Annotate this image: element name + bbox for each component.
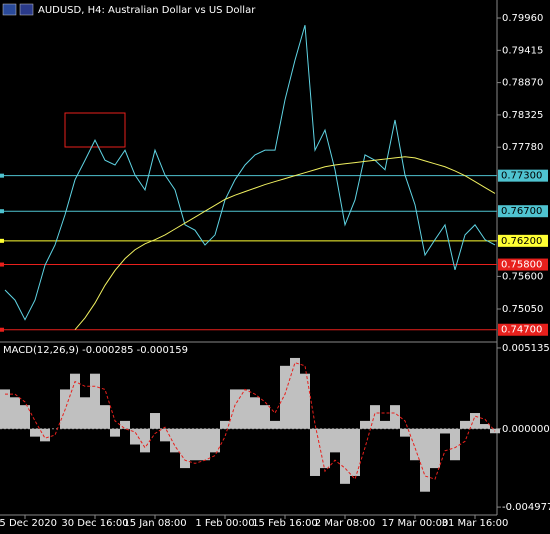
histogram-bar [190,428,200,461]
histogram-bar [420,428,430,492]
level-label: 0.76700 [501,206,542,217]
histogram-bar [250,397,260,429]
histogram-bar [410,428,420,461]
y-tick-label: 0.79960 [502,13,543,24]
histogram-bar [80,397,90,429]
histogram-bar [230,389,240,429]
histogram-bar [220,420,230,429]
histogram-bar [430,428,440,469]
histogram-bar [350,428,360,476]
level-label-box [498,323,548,336]
histogram-bar [270,420,280,429]
chart-title: AUDUSD, H4: Australian Dollar vs US Doll… [38,5,256,16]
histogram-bar [100,405,110,429]
level-marker [0,173,4,178]
histogram-bar [240,389,250,429]
histogram-bar [90,373,100,429]
indicator-title: MACD(12,26,9) -0.000285 -0.000159 [3,345,188,356]
signal-line [5,362,496,481]
y-tick-label: 0.79415 [502,45,543,56]
histogram-bar [290,357,300,429]
histogram-bar [310,428,320,476]
level-label: 0.74700 [501,325,542,336]
y-tick-label: 0.005135 [502,343,550,354]
histogram-bar [440,428,450,434]
x-tick-label: 15 Feb 16:00 [252,518,318,529]
histogram-bar [200,428,210,461]
level-label-box [498,169,548,182]
histogram-bar [30,428,40,437]
level-label: 0.76200 [501,236,542,247]
histogram-bar [330,428,340,453]
flag-icon [2,3,17,16]
y-tick-label: 0.77780 [502,142,543,153]
level-marker [0,238,4,243]
histogram-bar [0,389,10,429]
histogram-bar [180,428,190,469]
histogram-bar [460,420,470,429]
y-tick-label: -0.004977 [502,502,550,513]
histogram-bar [260,405,270,429]
histogram-bar [480,424,490,429]
rectangle-annotation [64,112,126,148]
level-label-box [498,205,548,218]
y-tick-label: 0.78325 [502,110,543,121]
x-tick-label: 31 Mar 16:00 [442,518,509,529]
histogram-bar [300,373,310,429]
y-tick-label: 0.78870 [502,78,543,89]
level-marker [0,327,4,332]
level-label: 0.77300 [501,171,542,182]
histogram-bar [20,405,30,429]
histogram-bar [160,428,170,442]
level-label-box [498,234,548,247]
x-tick-label: 2 Mar 08:00 [315,518,375,529]
histogram-bar [70,373,80,429]
histogram-bar [320,428,330,469]
price-line [4,24,496,321]
x-tick-label: 17 Mar 00:00 [382,518,449,529]
level-marker [0,262,4,267]
histogram-bar [210,428,220,453]
histogram-bar [370,405,380,429]
flag-icon [19,3,34,16]
price-line [74,156,496,331]
x-tick-label: 1 Feb 00:00 [195,518,254,529]
histogram-bar [380,420,390,429]
x-tick-label: 15 Jan 08:00 [123,518,186,529]
x-tick-label: 15 Dec 2020 [0,518,57,529]
histogram-bar [40,428,50,442]
histogram-bar [390,405,400,429]
histogram-bar [130,428,140,445]
y-tick-label: 0.75050 [502,304,543,315]
level-marker [0,209,4,214]
histogram-bar [400,428,410,437]
level-label-box [498,258,548,271]
level-label: 0.75800 [501,260,542,271]
histogram-bar [110,428,120,437]
histogram-bar [170,428,180,453]
y-tick-label: 0.75600 [502,271,543,282]
histogram-bar [360,420,370,429]
histogram-bar [340,428,350,484]
y-tick-label: 0.000000 [502,424,550,435]
histogram-bar [140,428,150,453]
histogram-bar [120,420,130,429]
histogram-bar [470,413,480,429]
histogram-bar [450,428,460,461]
x-tick-label: 30 Dec 16:00 [61,518,128,529]
histogram-bar [10,397,20,429]
histogram-bar [280,365,290,429]
histogram-bar [150,413,160,429]
